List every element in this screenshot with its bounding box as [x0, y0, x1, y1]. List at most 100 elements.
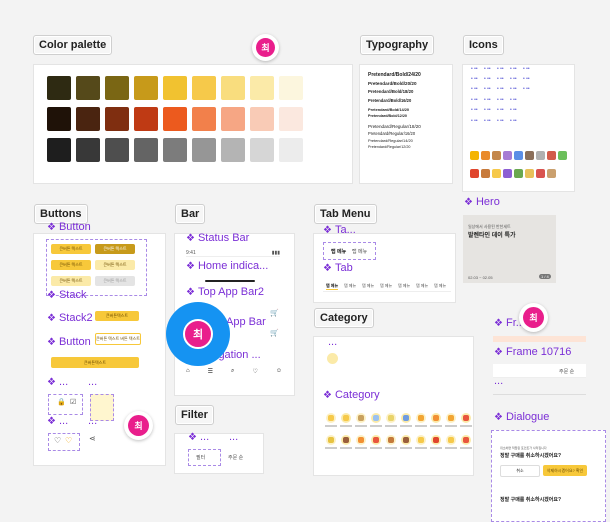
component-category[interactable]: ❖ Category: [323, 389, 380, 401]
palette-swatch[interactable]: [279, 138, 303, 162]
typography-frame[interactable]: [359, 64, 453, 184]
tab-item[interactable]: 탭 메뉴: [434, 283, 447, 288]
section-label-tab-menu[interactable]: Tab Menu: [314, 204, 377, 224]
component-tab-truncated[interactable]: ❖ Ta...: [323, 224, 356, 236]
component-navigation[interactable]: igation ...: [216, 349, 261, 361]
category-item[interactable]: [461, 435, 471, 445]
palette-swatch[interactable]: [192, 138, 216, 162]
category-item[interactable]: [386, 413, 396, 423]
section-label-icons[interactable]: Icons: [463, 35, 504, 55]
category-item[interactable]: [371, 435, 381, 445]
category-item[interactable]: [356, 435, 366, 445]
palette-swatch[interactable]: [279, 76, 303, 100]
category-item[interactable]: [386, 435, 396, 445]
comment-pin[interactable]: 최: [252, 34, 279, 61]
dialogue-confirm-button[interactable]: 삭제하시겠어요? 확인: [543, 465, 587, 476]
palette-swatch[interactable]: [105, 76, 129, 100]
category-item[interactable]: [356, 413, 366, 423]
category-item[interactable]: [446, 435, 456, 445]
cursor-avatar[interactable]: 최: [166, 302, 230, 366]
category-item[interactable]: [401, 435, 411, 445]
palette-swatch[interactable]: [76, 107, 100, 131]
category-item[interactable]: [446, 413, 456, 423]
section-label-color-palette[interactable]: Color palette: [33, 35, 113, 55]
button-primary-5[interactable]: 큰버튼 텍스트: [51, 276, 91, 286]
palette-swatch[interactable]: [279, 107, 303, 131]
palette-swatch[interactable]: [163, 76, 187, 100]
palette-swatch[interactable]: [163, 107, 187, 131]
component-ellipsis-4[interactable]: ...: [88, 415, 98, 427]
category-item[interactable]: [341, 413, 351, 423]
category-item[interactable]: [431, 435, 441, 445]
component-frame-ellipsis[interactable]: ...: [494, 375, 504, 387]
palette-swatch[interactable]: [47, 76, 71, 100]
component-top-app-bar[interactable]: App Bar: [226, 316, 266, 328]
category-item[interactable]: [416, 413, 426, 423]
button-stack-1[interactable]: 큰버튼텍스트: [95, 311, 139, 321]
category-item[interactable]: [416, 435, 426, 445]
component-category-ellipsis[interactable]: ...: [328, 336, 338, 348]
section-label-filter[interactable]: Filter: [175, 405, 214, 425]
category-item[interactable]: [401, 413, 411, 423]
component-stack2[interactable]: ❖ Stack2: [47, 312, 93, 324]
category-frame[interactable]: [313, 336, 474, 476]
palette-swatch[interactable]: [47, 107, 71, 131]
palette-swatch[interactable]: [105, 138, 129, 162]
component-button-2[interactable]: ❖ Button: [47, 336, 91, 348]
category-item[interactable]: [341, 435, 351, 445]
component-filter-ellipsis-2[interactable]: ...: [229, 431, 239, 443]
palette-swatch[interactable]: [250, 138, 274, 162]
tab-item[interactable]: 탭 메뉴: [362, 283, 375, 288]
filter-sort[interactable]: 주문 순: [228, 455, 244, 461]
dialogue-cancel-button[interactable]: 취소: [500, 465, 540, 477]
category-item[interactable]: [326, 413, 336, 423]
filter-chip[interactable]: 필터: [196, 455, 206, 461]
category-item[interactable]: [431, 413, 441, 423]
tab-top-2[interactable]: 탭 메뉴: [352, 249, 368, 255]
button-full-width[interactable]: 큰버튼텍스트: [51, 357, 139, 368]
palette-swatch[interactable]: [76, 138, 100, 162]
palette-swatch[interactable]: [134, 138, 158, 162]
palette-swatch[interactable]: [250, 107, 274, 131]
palette-swatch[interactable]: [163, 138, 187, 162]
component-frame-10716[interactable]: ❖ Frame 10716: [494, 346, 572, 358]
hero-banner[interactable]: 일상에서 사용된 반찬세트 발렌타인 데이 특가 02.03 ~ 02.05 1…: [463, 215, 556, 283]
palette-swatch[interactable]: [134, 76, 158, 100]
palette-swatch[interactable]: [192, 107, 216, 131]
palette-swatch[interactable]: [134, 107, 158, 131]
palette-swatch[interactable]: [221, 107, 245, 131]
button-primary-4[interactable]: 큰버튼 텍스트: [95, 260, 135, 270]
button-primary-3[interactable]: 큰버튼 텍스트: [51, 260, 91, 270]
component-ellipsis-2[interactable]: ...: [88, 376, 98, 388]
component-top-app-bar2[interactable]: ❖ Top App Bar2: [186, 286, 265, 298]
component-dialogue[interactable]: ❖ Dialogue: [494, 411, 550, 423]
palette-swatch[interactable]: [76, 76, 100, 100]
palette-swatch[interactable]: [221, 76, 245, 100]
component-tab[interactable]: ❖ Tab: [323, 262, 353, 274]
tab-item[interactable]: 탭 메뉴: [380, 283, 393, 288]
category-item[interactable]: [371, 413, 381, 423]
tab-item[interactable]: 탭 메뉴: [326, 283, 339, 290]
section-label-typography[interactable]: Typography: [360, 35, 435, 55]
tab-item[interactable]: 탭 메뉴: [344, 283, 357, 288]
component-home-indicator[interactable]: ❖ Home indica...: [186, 260, 269, 272]
button-primary-6[interactable]: 큰버튼 텍스트: [95, 276, 135, 286]
filter-frame[interactable]: [174, 433, 264, 474]
component-ellipsis-1[interactable]: ❖...: [47, 376, 69, 388]
category-item[interactable]: [326, 435, 336, 445]
button-primary-1[interactable]: 큰버튼 텍스트: [51, 244, 91, 254]
palette-swatch[interactable]: [105, 107, 129, 131]
palette-swatch[interactable]: [221, 138, 245, 162]
palette-swatch[interactable]: [192, 76, 216, 100]
component-stack[interactable]: ❖ Stack: [47, 289, 87, 301]
category-item[interactable]: [461, 413, 471, 423]
component-hero[interactable]: ❖ Hero: [464, 196, 500, 208]
component-filter-ellipsis[interactable]: ❖...: [188, 431, 210, 443]
comment-pin-2[interactable]: 최: [124, 411, 153, 440]
button-primary-2[interactable]: 큰버튼 텍스트: [95, 244, 135, 254]
palette-swatch[interactable]: [250, 76, 274, 100]
section-label-buttons[interactable]: Buttons: [34, 204, 88, 224]
comment-pin-3[interactable]: 최: [519, 303, 548, 332]
tab-item[interactable]: 탭 메뉴: [398, 283, 411, 288]
tab-top-1[interactable]: 탭 메뉴: [331, 249, 347, 255]
